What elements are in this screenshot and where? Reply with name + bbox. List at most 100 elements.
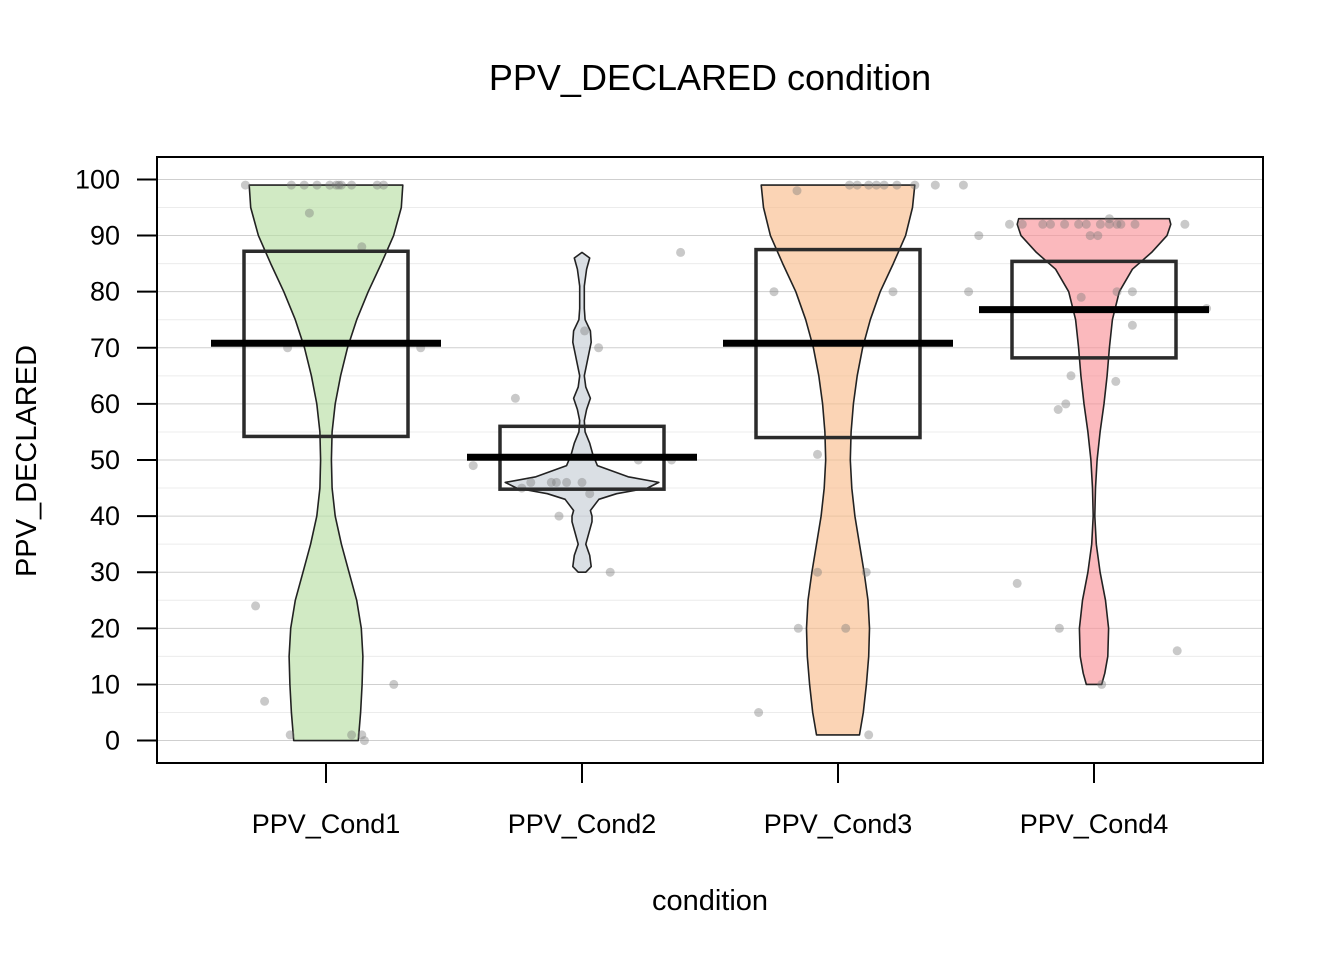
data-point [1097,679,1107,689]
data-point [1112,287,1122,297]
data-point [1085,231,1095,241]
y-tick-label: 80 [90,277,120,307]
data-point [331,180,341,190]
data-point [1172,646,1182,656]
data-point [372,180,382,190]
data-point [1046,219,1055,229]
data-point [240,180,250,190]
data-point [879,180,889,190]
data-point [888,287,898,297]
data-point [1054,623,1064,633]
data-point [359,736,369,746]
data-point [554,511,564,521]
data-point [336,180,346,190]
data-point [1038,219,1048,229]
data-point [325,180,335,190]
data-point [1060,219,1070,229]
data-point [974,231,984,241]
inference-boxes [242,247,1178,491]
data-point [1180,219,1190,229]
data-point [852,180,862,190]
data-point [379,180,389,190]
violin-PPV_Cond3 [760,184,916,736]
data-point [769,287,779,297]
data-point [676,247,686,257]
data-point [864,180,874,190]
data-point [792,186,802,196]
data-point [845,180,854,190]
data-point [468,461,478,471]
data-point [841,623,851,633]
x-tick-label: PPV_Cond2 [508,809,657,839]
y-tick-label: 50 [90,445,120,475]
data-point [304,208,314,218]
y-tick-label: 40 [90,501,120,531]
data-point [1076,292,1086,302]
data-point [958,180,968,190]
data-point [510,393,520,403]
y-tick-label: 90 [90,221,120,251]
data-point [526,477,536,487]
violins [248,184,1172,742]
x-tick-label: PPV_Cond3 [764,809,913,839]
data-point [285,730,295,740]
data-point [813,449,822,459]
violin-PPV_Cond2 [504,251,660,573]
data-point [357,242,367,252]
data-point [1127,287,1137,297]
data-point [793,623,803,633]
data-point [1053,405,1063,414]
data-point [1017,219,1027,229]
data-point [871,180,881,190]
data-point [1116,219,1126,229]
violin-PPV_Cond4 [1016,217,1172,686]
y-tick-label: 100 [75,164,120,194]
data-points [240,180,1212,746]
data-point [551,477,561,487]
data-point [299,180,309,190]
data-point [251,601,261,611]
data-point [1066,371,1076,381]
x-axis-label: condition [652,885,768,917]
x-tick-label: PPV_Cond1 [252,809,401,839]
data-point [1012,578,1022,588]
data-point [864,730,874,740]
y-tick-label: 20 [90,613,120,643]
data-point [605,567,615,577]
data-point [1130,219,1140,229]
data-point [312,180,322,190]
data-point [1111,376,1121,386]
data-point [1104,214,1114,224]
x-tick-label: PPV_Cond4 [1020,809,1169,839]
data-point [1093,231,1103,241]
data-point [334,180,344,190]
data-point [260,696,270,706]
data-point [1112,219,1122,229]
data-point [580,326,590,336]
data-point [1095,219,1105,229]
data-point [1074,219,1084,229]
data-point [1104,219,1114,229]
data-point [1081,219,1091,229]
y-tick-label: 30 [90,557,120,587]
data-point [357,730,367,740]
y-axis-label: PPV_DECLARED [11,345,43,577]
data-point [546,477,556,487]
data-point [910,180,920,190]
data-point [389,679,399,689]
data-point [964,287,974,297]
y-tick-label: 70 [90,333,120,363]
data-point [1005,219,1014,229]
data-point [347,730,357,740]
data-point [754,708,764,717]
data-point [892,180,902,190]
data-point [585,489,595,499]
data-point [347,180,357,190]
data-point [594,343,604,353]
data-point [1127,320,1137,330]
y-tick-label: 0 [105,726,120,756]
x-axis: PPV_Cond1 PPV_Cond2 PPV_Cond3 PPV_Cond4 [252,763,1169,839]
data-point [562,477,572,487]
data-point [861,567,871,577]
data-point [1061,399,1071,409]
